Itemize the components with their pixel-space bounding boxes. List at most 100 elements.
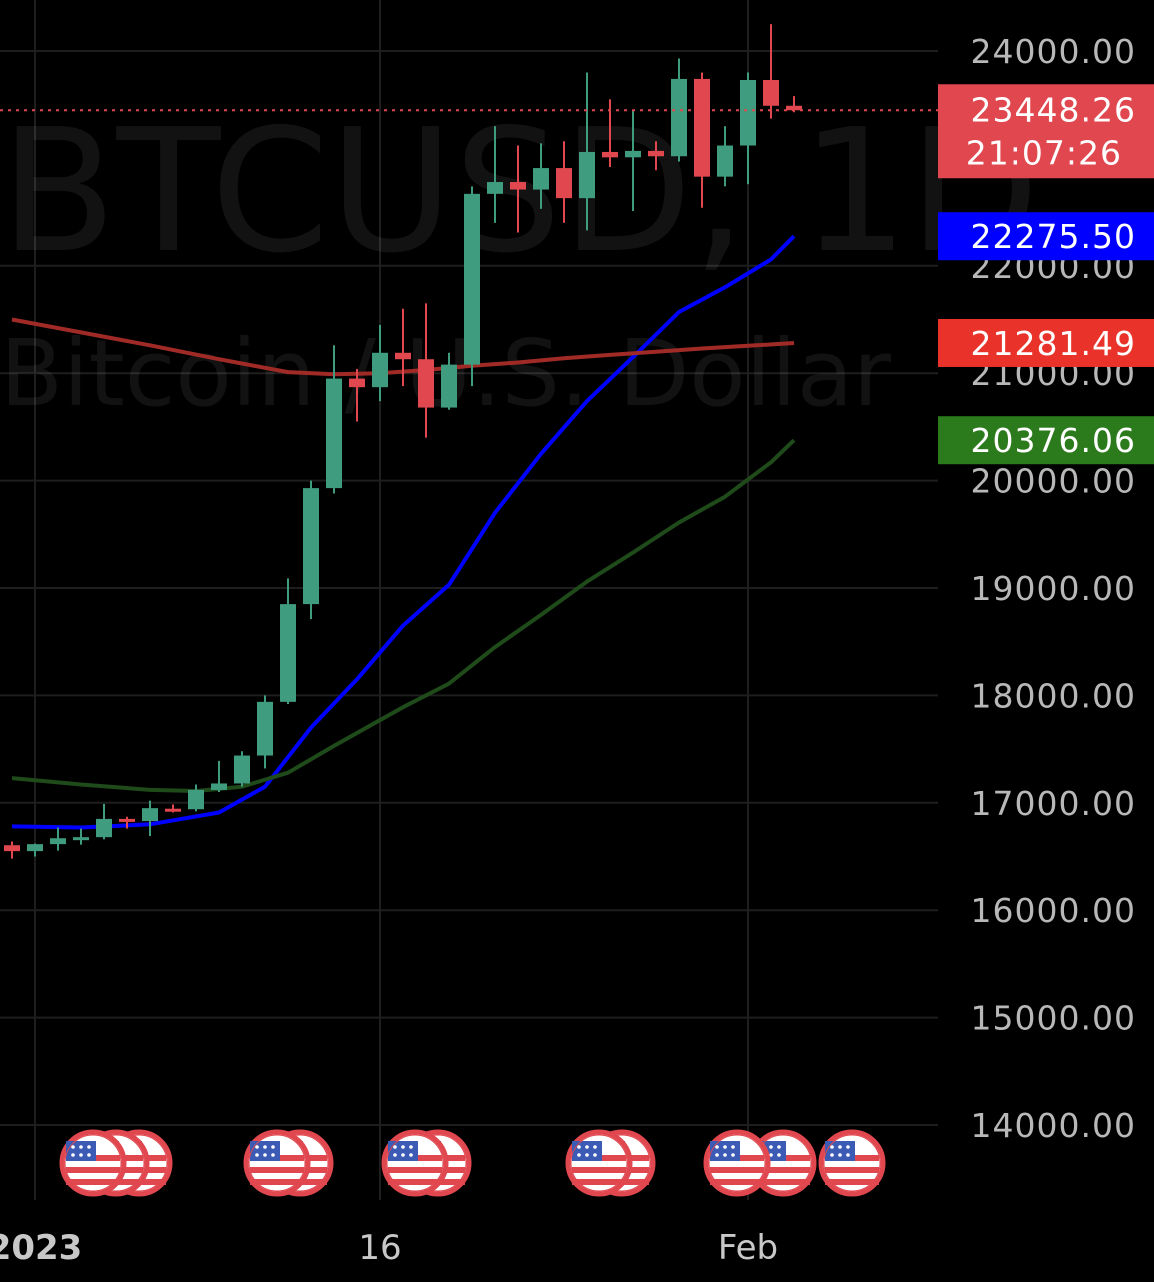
- date-tick-label: Feb: [718, 1228, 778, 1268]
- candle-body: [211, 783, 227, 790]
- candle-body: [165, 808, 181, 812]
- event-marker-group[interactable]: [818, 1129, 886, 1197]
- candle-body: [372, 352, 388, 388]
- candle[interactable]: [740, 72, 756, 185]
- candle-body: [234, 755, 250, 784]
- candle[interactable]: [372, 324, 388, 402]
- price-axis[interactable]: 24000.0022000.0021000.0020000.0019000.00…: [971, 32, 1136, 1145]
- candle[interactable]: [165, 804, 181, 813]
- price-tick-label: 15000.00: [971, 999, 1136, 1038]
- ma-value-label-1: 22275.50: [971, 217, 1136, 256]
- event-marker-group[interactable]: [59, 1129, 173, 1197]
- candle-body: [349, 378, 365, 388]
- candle[interactable]: [395, 308, 411, 387]
- candle[interactable]: [648, 141, 664, 171]
- event-marker-group[interactable]: [381, 1129, 472, 1197]
- candle[interactable]: [556, 141, 572, 223]
- candle[interactable]: [349, 368, 365, 422]
- candle-body: [717, 145, 733, 177]
- candle[interactable]: [487, 126, 503, 223]
- candle-body: [326, 378, 342, 489]
- candle[interactable]: [73, 828, 89, 845]
- candle-body: [786, 105, 802, 111]
- candle[interactable]: [50, 827, 66, 851]
- us-flag-icon[interactable]: [243, 1129, 311, 1197]
- price-tick-label: 18000.00: [971, 676, 1136, 715]
- time-axis[interactable]: 2023 16 Feb: [0, 1228, 778, 1268]
- candle-body: [763, 79, 779, 106]
- candle[interactable]: [27, 843, 43, 857]
- price-tick-label: 17000.00: [971, 784, 1136, 823]
- candle[interactable]: [510, 145, 526, 233]
- candle-body: [142, 808, 158, 822]
- us-flag-icon[interactable]: [818, 1129, 886, 1197]
- candle[interactable]: [257, 695, 273, 769]
- candle-body: [395, 352, 411, 360]
- price-tags: 23448.26 21:07:26 22275.50 21281.49 20376.06: [938, 84, 1154, 465]
- candle-body: [556, 168, 572, 199]
- candle-body: [487, 182, 503, 194]
- event-marker-group[interactable]: [243, 1129, 334, 1197]
- candle-body: [602, 151, 618, 158]
- watermark-symbol: BTCUSD, 1D: [0, 93, 1040, 291]
- candle[interactable]: [142, 800, 158, 837]
- candle[interactable]: [234, 751, 250, 787]
- candle[interactable]: [579, 72, 595, 231]
- price-tick-label: 24000.00: [971, 32, 1136, 71]
- price-tick-label: 14000.00: [971, 1106, 1136, 1145]
- candle[interactable]: [763, 24, 779, 119]
- price-tick-label: 19000.00: [971, 569, 1136, 608]
- candle[interactable]: [280, 578, 296, 704]
- us-flag-icon[interactable]: [381, 1129, 449, 1197]
- candle-body: [510, 182, 526, 190]
- candle-body: [740, 79, 756, 146]
- candle-body: [280, 604, 296, 702]
- moving-average-line-3: [11, 438, 796, 793]
- candle[interactable]: [4, 841, 20, 859]
- candle[interactable]: [694, 72, 710, 208]
- candle[interactable]: [119, 816, 135, 829]
- candle[interactable]: [464, 186, 480, 387]
- candle[interactable]: [625, 110, 641, 212]
- candle[interactable]: [671, 58, 687, 162]
- candle[interactable]: [533, 143, 549, 209]
- candle-body: [257, 701, 273, 756]
- candle[interactable]: [211, 760, 227, 793]
- countdown-label: 21:07:26: [966, 133, 1122, 172]
- candle[interactable]: [326, 345, 342, 494]
- ma-value-label-3: 20376.06: [971, 421, 1136, 460]
- candle[interactable]: [188, 784, 204, 812]
- price-tick-label: 16000.00: [971, 891, 1136, 930]
- candle[interactable]: [96, 803, 112, 840]
- ma-value-tag-1: [938, 212, 1154, 261]
- ma-value-label-2: 21281.49: [971, 324, 1136, 363]
- candle-body: [119, 818, 135, 822]
- candle[interactable]: [303, 480, 319, 620]
- event-markers[interactable]: [59, 1129, 886, 1197]
- candle-body: [4, 845, 20, 852]
- current-price-tag: [938, 84, 1154, 179]
- ma-value-tag-2: [938, 318, 1154, 367]
- event-marker-group[interactable]: [565, 1129, 656, 1197]
- candle-body: [648, 150, 664, 157]
- candle-body: [533, 168, 549, 190]
- candle-body: [671, 78, 687, 157]
- current-price-label: 23448.26: [971, 90, 1136, 129]
- candle-body: [625, 150, 641, 158]
- us-flag-icon[interactable]: [703, 1129, 771, 1197]
- candle[interactable]: [441, 352, 457, 410]
- event-marker-group[interactable]: [703, 1129, 817, 1197]
- candles[interactable]: [4, 24, 802, 859]
- candle-body: [96, 818, 112, 838]
- candle-body: [418, 359, 434, 408]
- candle-body: [27, 844, 43, 852]
- candle[interactable]: [418, 303, 434, 438]
- us-flag-icon[interactable]: [59, 1129, 127, 1197]
- moving-average-line-1: [11, 234, 796, 830]
- candle-body: [188, 789, 204, 810]
- date-tick-label: 2023: [0, 1228, 82, 1268]
- us-flag-icon[interactable]: [565, 1129, 633, 1197]
- candle[interactable]: [717, 126, 733, 187]
- candle-body: [579, 151, 595, 199]
